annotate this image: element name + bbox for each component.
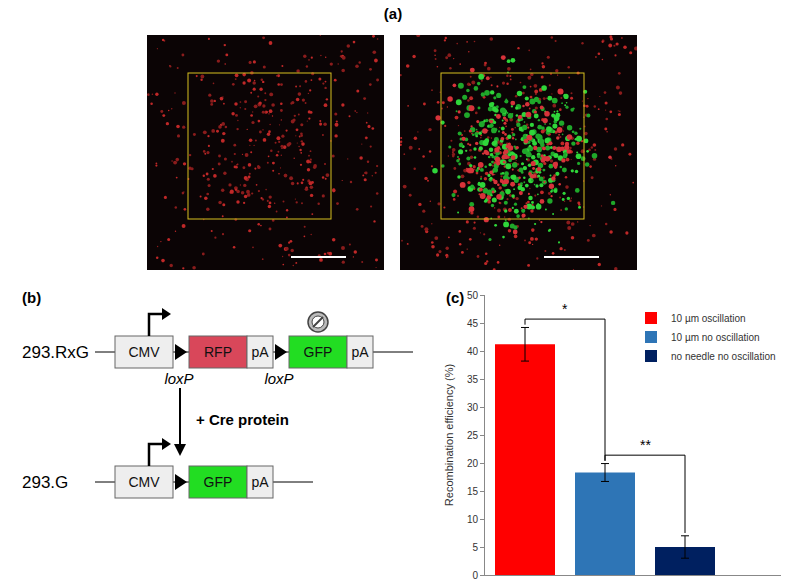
svg-text:(b): (b) bbox=[22, 289, 41, 306]
svg-text:35: 35 bbox=[467, 374, 479, 385]
svg-text:pA: pA bbox=[251, 474, 269, 490]
svg-text:loxP: loxP bbox=[164, 370, 193, 387]
svg-text:293.G: 293.G bbox=[22, 473, 68, 492]
svg-text:*: * bbox=[562, 301, 568, 317]
svg-text:**: ** bbox=[640, 437, 651, 453]
svg-text:loxP: loxP bbox=[264, 370, 293, 387]
svg-text:Recombination efficiency (%): Recombination efficiency (%) bbox=[443, 364, 455, 506]
svg-text:25: 25 bbox=[467, 430, 479, 441]
svg-text:CMV: CMV bbox=[128, 344, 160, 360]
svg-text:10 µm oscillation: 10 µm oscillation bbox=[671, 313, 746, 324]
svg-text:10: 10 bbox=[467, 514, 479, 525]
svg-text:GFP: GFP bbox=[204, 474, 233, 490]
svg-text:pA: pA bbox=[351, 344, 369, 360]
svg-text:+ Cre protein: + Cre protein bbox=[196, 411, 289, 428]
svg-text:no needle no oscillation: no needle no oscillation bbox=[671, 351, 776, 362]
svg-text:5: 5 bbox=[472, 542, 478, 553]
svg-text:(c): (c) bbox=[446, 289, 464, 306]
svg-text:40: 40 bbox=[467, 346, 479, 357]
svg-text:RFP: RFP bbox=[204, 344, 232, 360]
svg-text:30: 30 bbox=[467, 402, 479, 413]
svg-text:45: 45 bbox=[467, 318, 479, 329]
svg-text:50: 50 bbox=[467, 290, 479, 301]
svg-text:15: 15 bbox=[467, 486, 479, 497]
svg-text:(a): (a) bbox=[384, 5, 402, 22]
svg-text:293.RxG: 293.RxG bbox=[22, 343, 89, 362]
svg-text:GFP: GFP bbox=[304, 344, 333, 360]
svg-text:10 µm no oscillation: 10 µm no oscillation bbox=[671, 332, 760, 343]
svg-text:20: 20 bbox=[467, 458, 479, 469]
svg-text:pA: pA bbox=[251, 344, 269, 360]
svg-text:0: 0 bbox=[472, 570, 478, 581]
svg-text:CMV: CMV bbox=[128, 474, 160, 490]
